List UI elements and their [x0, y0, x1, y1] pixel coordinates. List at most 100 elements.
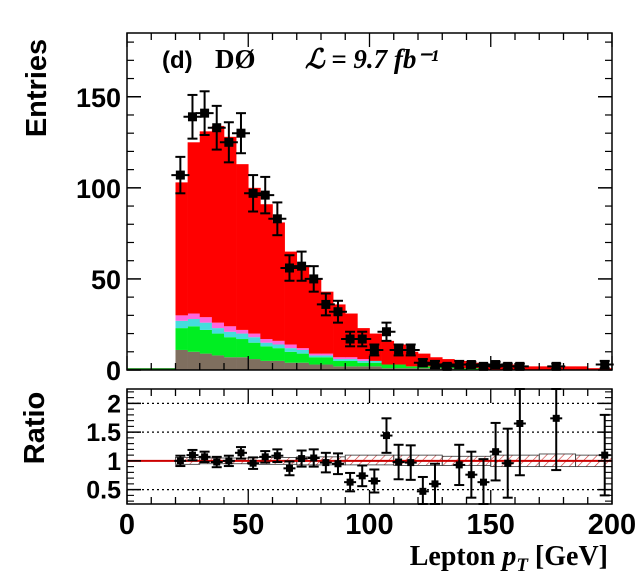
- ratio-point: [552, 414, 560, 422]
- data-point: [381, 327, 391, 337]
- y-tick-label: 100: [76, 174, 121, 204]
- hist-bar: [405, 366, 419, 369]
- hist-bar: [284, 344, 298, 349]
- ratio-point: [419, 487, 427, 495]
- hist-bar: [236, 357, 249, 370]
- hist-bar: [224, 331, 237, 338]
- hist-bar: [381, 368, 395, 370]
- data-point: [600, 360, 610, 370]
- data-point: [284, 263, 294, 273]
- hist-bar: [199, 317, 213, 323]
- hist-bar: [211, 355, 225, 370]
- ratio-y-axis-label: Ratio: [19, 392, 51, 465]
- hist-bar: [357, 362, 370, 367]
- data-point: [466, 360, 476, 370]
- ratio-panel-frame: [126, 388, 613, 505]
- hist-bar: [187, 142, 201, 314]
- top-y-axis-label: Entries: [21, 39, 53, 137]
- hist-bar: [381, 340, 395, 365]
- hist-bar: [284, 362, 298, 370]
- data-point: [236, 128, 246, 138]
- ratio-point: [201, 453, 209, 461]
- hist-bar: [199, 131, 213, 318]
- hist-bar: [575, 366, 589, 370]
- data-point: [394, 345, 404, 355]
- hist-bar: [296, 266, 310, 349]
- hist-bar: [224, 136, 237, 327]
- hist-bar: [296, 348, 310, 350]
- ratio-points: [174, 388, 611, 505]
- data-point: [406, 345, 416, 355]
- hist-bar: [393, 364, 407, 369]
- ratio-y-ticks: 0.511.52: [86, 390, 612, 505]
- ratio-point: [285, 464, 293, 472]
- hist-bar: [296, 349, 310, 354]
- hist-bar: [357, 328, 370, 360]
- ratio-point: [516, 420, 524, 427]
- ratio-point: [346, 478, 354, 486]
- hist-bar: [236, 339, 249, 358]
- hist-bar: [199, 353, 213, 370]
- hist-bar: [369, 360, 382, 363]
- y-tick-label: 50: [91, 265, 121, 295]
- hist-bar: [175, 328, 188, 350]
- hist-bar: [236, 329, 249, 334]
- data-point: [333, 307, 343, 317]
- ratio-point: [310, 454, 318, 462]
- hist-bar: [563, 366, 576, 370]
- hist-bar: [308, 355, 322, 358]
- ratio-point: [358, 472, 366, 480]
- hist-bar: [296, 353, 310, 363]
- hist-bar: [260, 360, 273, 370]
- x-tick-label: 200: [588, 509, 636, 541]
- hist-bar: [527, 366, 540, 370]
- ratio-point: [492, 448, 500, 456]
- hist-bar: [236, 164, 249, 330]
- experiment-label: DØ: [215, 44, 256, 74]
- data-point: [345, 334, 355, 344]
- x-tick-label: 100: [345, 509, 393, 541]
- x-tick-label: 150: [467, 509, 515, 541]
- hist-bar: [175, 349, 188, 370]
- hist-bar: [345, 357, 358, 360]
- ratio-point: [213, 458, 221, 466]
- ratio-point: [188, 451, 196, 459]
- ratio-y-tick-label: 2: [107, 390, 121, 418]
- data-point: [297, 261, 307, 271]
- hist-bar: [405, 368, 419, 370]
- data-point: [430, 360, 440, 370]
- hist-bar: [345, 360, 358, 367]
- hist-bar: [333, 357, 346, 360]
- hist-bar: [211, 125, 225, 323]
- data-point: [551, 361, 561, 371]
- ratio-y-tick-label: 0.5: [86, 477, 121, 505]
- hist-bar: [308, 357, 322, 365]
- hist-bar: [321, 357, 334, 365]
- hist-bar: [587, 368, 601, 370]
- hist-bar: [187, 351, 201, 370]
- x-axis-title: Lepton pT [GeV]: [410, 541, 608, 576]
- data-point: [272, 214, 282, 224]
- hist-bar: [199, 329, 213, 354]
- data-point: [418, 358, 428, 368]
- hist-bar: [284, 251, 298, 345]
- hist-bar: [369, 362, 382, 367]
- data-point: [309, 274, 319, 284]
- hist-bar: [236, 333, 249, 340]
- hist-bar: [248, 342, 261, 360]
- hist-bar: [308, 364, 322, 370]
- hist-bar: [333, 359, 346, 361]
- hist-bar: [296, 362, 310, 370]
- hist-bar: [321, 364, 334, 370]
- ratio-reference-lines: [127, 402, 612, 491]
- data-point: [187, 112, 197, 122]
- hist-bar: [357, 359, 370, 361]
- ratio-point: [479, 478, 487, 486]
- hist-bar: [248, 359, 261, 370]
- hist-bar: [333, 360, 346, 367]
- ratio-point: [431, 480, 439, 488]
- hist-bar: [224, 337, 237, 358]
- hist-bar: [187, 326, 201, 352]
- hist-bar: [393, 368, 407, 370]
